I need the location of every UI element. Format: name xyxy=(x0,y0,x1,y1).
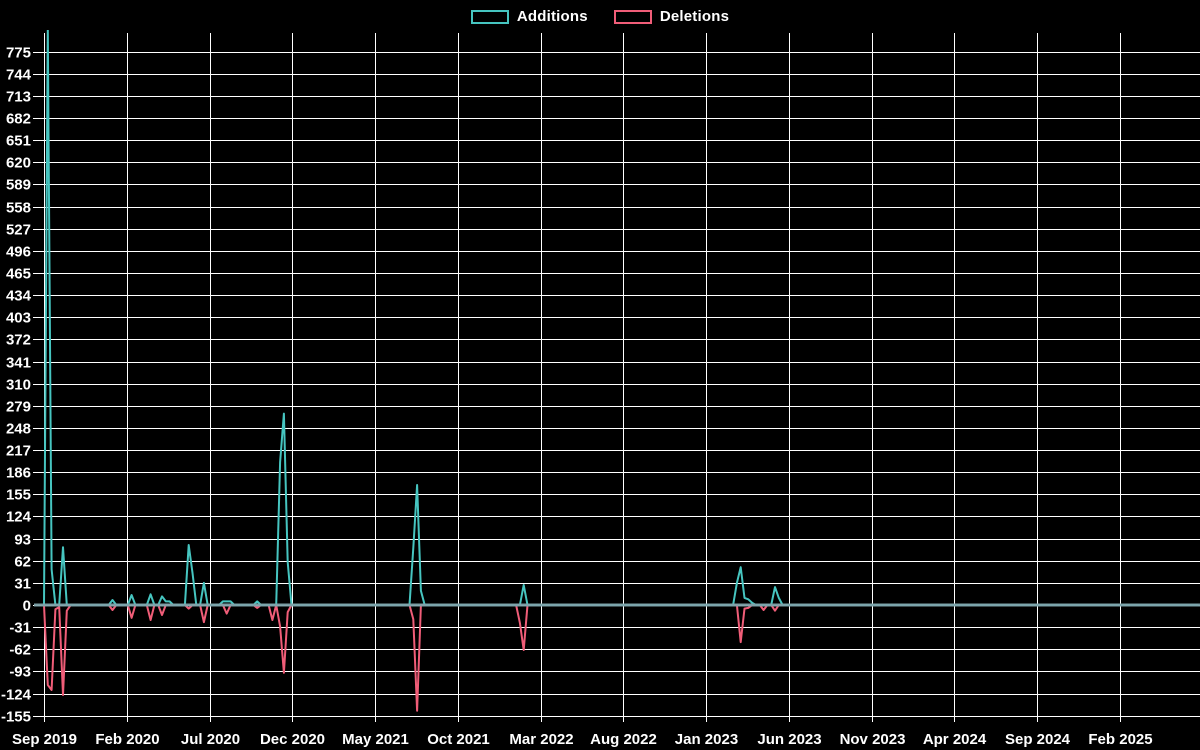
legend-deletions[interactable]: Deletions xyxy=(613,8,730,25)
x-tick-label: Jul 2020 xyxy=(181,731,240,748)
y-tick-label: 124 xyxy=(6,509,32,526)
x-tick-label: Oct 2021 xyxy=(427,731,490,748)
y-tick-label: -93 xyxy=(9,664,31,681)
legend-additions-label: Additions xyxy=(516,8,588,25)
y-tick-label: 775 xyxy=(6,45,31,62)
y-tick-label: 186 xyxy=(6,465,31,482)
x-tick-label: Nov 2023 xyxy=(840,731,906,748)
deletions-swatch-icon xyxy=(613,9,652,24)
x-tick-label: May 2021 xyxy=(342,731,409,748)
y-tick-label: 62 xyxy=(14,554,31,571)
x-tick-label: Dec 2020 xyxy=(260,731,325,748)
y-tick-label: 155 xyxy=(6,487,31,504)
x-tick-label: Feb 2025 xyxy=(1088,731,1152,748)
x-tick-label: Feb 2020 xyxy=(95,731,159,748)
y-tick-label: 434 xyxy=(6,288,32,305)
y-tick-label: 620 xyxy=(6,155,31,172)
y-tick-label: -62 xyxy=(9,642,31,659)
y-axis: 7757447136826516205895585274964654344033… xyxy=(1,45,1200,726)
y-tick-label: 310 xyxy=(6,377,31,394)
y-tick-label: 93 xyxy=(14,532,31,549)
y-tick-label: 682 xyxy=(6,111,31,128)
x-axis: Sep 2019 Feb 2020 Jul 2020 Dec 2020 May 2021… xyxy=(12,33,1153,748)
y-tick-label: 713 xyxy=(6,89,31,106)
y-tick-label: -124 xyxy=(1,687,32,704)
y-tick-label: 31 xyxy=(14,576,31,593)
x-tick-label: Apr 2024 xyxy=(923,731,987,748)
y-tick-label: 217 xyxy=(6,443,31,460)
legend-deletions-label: Deletions xyxy=(659,8,730,25)
y-tick-label: 496 xyxy=(6,244,31,261)
x-tick-label: Mar 2022 xyxy=(509,731,573,748)
y-tick-label: 341 xyxy=(6,355,31,372)
y-tick-label: 527 xyxy=(6,222,31,239)
y-tick-label: 0 xyxy=(23,598,31,615)
x-tick-label: Aug 2022 xyxy=(590,731,657,748)
y-tick-label: 558 xyxy=(6,200,31,217)
y-tick-label: -31 xyxy=(9,620,31,637)
chart-legend: Additions Deletions xyxy=(0,8,1200,25)
y-tick-label: 744 xyxy=(6,67,32,84)
y-tick-label: 403 xyxy=(6,310,31,327)
x-tick-label: Sep 2019 xyxy=(12,731,77,748)
y-tick-label: 465 xyxy=(6,266,31,283)
y-tick-label: 372 xyxy=(6,332,31,349)
x-tick-label: Sep 2024 xyxy=(1005,731,1071,748)
legend-additions[interactable]: Additions xyxy=(470,8,588,25)
x-tick-label: Jun 2023 xyxy=(757,731,821,748)
y-tick-label: 279 xyxy=(6,399,31,416)
y-tick-label: 589 xyxy=(6,177,31,194)
x-tick-label: Jan 2023 xyxy=(675,731,738,748)
y-tick-label: 651 xyxy=(6,133,31,150)
y-tick-label: -155 xyxy=(1,709,31,726)
y-tick-label: 248 xyxy=(6,421,31,438)
additions-swatch-icon xyxy=(470,9,509,24)
